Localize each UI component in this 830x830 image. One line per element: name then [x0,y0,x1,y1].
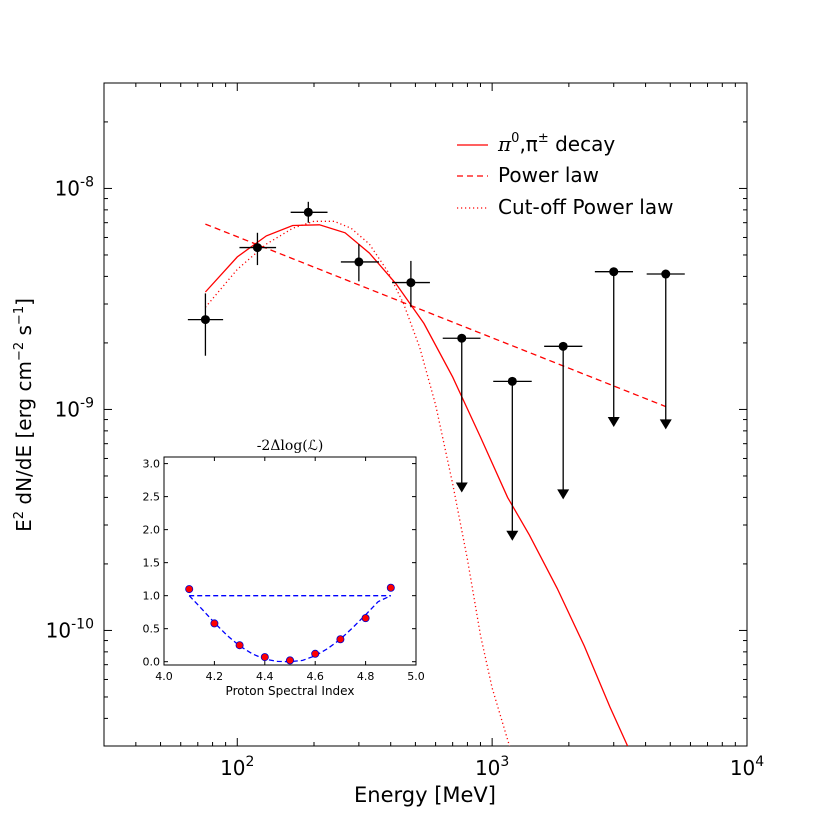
inset-points [185,583,395,665]
inset-point [260,653,269,662]
data-point [406,278,416,288]
inset-y-tick-label: 2.0 [143,524,161,537]
inset-title: -2Δlog(ℒ) [257,438,324,454]
main-plot-frame [103,82,748,747]
x-tick-label: 102 [220,754,254,780]
main-curves [204,220,667,746]
inset-point [285,656,294,665]
curve-pi-decay [204,224,629,746]
x-tick-label: 104 [730,754,764,780]
y-tick-label: 10-10 [46,616,94,642]
legend-label-cutoff-power-law: Cut-off Power law [498,195,673,219]
inset-point [336,635,345,644]
data-point [303,207,313,217]
main-data-points [187,201,685,541]
upper-limit-arrowhead [557,489,570,500]
legend-label-pi-decay: π0,π± decay [497,131,615,156]
upper-limit-arrowhead [607,417,620,428]
inset-curves [188,595,392,663]
inset-point [361,614,370,623]
upper-limit-arrowhead [455,482,468,493]
upper-limit-point [457,333,467,343]
inset-x-tick-label: 4.6 [306,670,324,683]
data-point [252,243,262,253]
inset-x-tick-label: 5.0 [407,670,425,683]
inset-x-axis-label: Proton Spectral Index [226,684,355,698]
curve-power-law [205,223,667,408]
inset-point [210,619,219,628]
inset-point [185,585,194,594]
inset-x-tick-label: 4.2 [206,670,224,683]
x-tick-label: 103 [475,754,509,780]
inset-ticks [163,457,417,665]
legend: π0,π± decay Power law Cut-off Power law [457,131,673,219]
inset-y-tick-label: 1.5 [143,557,161,570]
data-point [200,315,210,325]
inset-x-tick-label: 4.4 [256,670,274,683]
inset-y-tick-label: 0.5 [143,623,161,636]
upper-limit-point [609,267,619,277]
y-axis-label: E2 dN/dE [erg cm−2 s−1] [12,298,36,532]
inset-x-tick-label: 4.0 [155,670,173,683]
main-ticks [103,83,748,747]
inset-point [386,583,395,592]
inset-y-tick-label: 2.5 [143,491,161,504]
inset-x-tick-label: 4.8 [357,670,375,683]
inset-tick-labels: 4.0 4.2 4.4 4.6 4.8 5.0 0.0 0.5 1.0 1.5 2.0 2.5 3.0 [143,458,425,683]
inset-point [235,641,244,650]
upper-limit-arrowhead [659,419,672,430]
inset-y-tick-label: 0.0 [143,656,161,669]
y-tick-label: 10-9 [55,395,94,421]
y-tick-label: 10-8 [55,174,94,200]
inset-y-tick-label: 3.0 [143,458,161,471]
inset-fit-curve [188,595,392,663]
inset-plot-frame [163,456,417,666]
inset-y-tick-label: 1.0 [143,590,161,603]
upper-limit-point [507,376,517,386]
inset-point [311,649,320,658]
x-axis-label: Energy [MeV] [354,783,496,807]
upper-limit-point [661,269,671,279]
data-point [354,257,364,267]
main-tick-labels: 102 103 104 10-10 10-9 10-8 [46,174,765,780]
legend-label-power-law: Power law [498,163,599,187]
upper-limit-arrowhead [506,530,519,541]
upper-limit-point [558,341,568,351]
